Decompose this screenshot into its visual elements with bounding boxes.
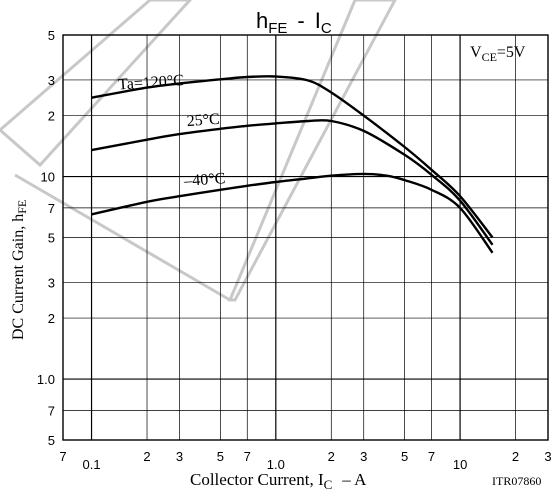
- figure-id: ITR07860: [492, 474, 541, 488]
- y-tick-label: 2: [48, 311, 55, 326]
- y-tick-labels: 5 7 1.0 2 3 5 7 10 2 3 5: [37, 28, 55, 448]
- x-tick-label: 3: [176, 449, 183, 464]
- annotation-ta-120c: Ta=120°C: [118, 72, 185, 94]
- y-tick-label: 5: [48, 433, 55, 448]
- y-tick-label: 2: [48, 109, 55, 124]
- x-tick-label: 7: [59, 449, 66, 464]
- y-tick-label: 5: [48, 231, 55, 246]
- y-tick-label: 5: [48, 28, 55, 43]
- chart-curves: [91, 75, 494, 254]
- x-tick-label: 3: [544, 449, 551, 464]
- test-condition-label: VCE=5V: [470, 44, 526, 64]
- x-tick-label: 2: [328, 449, 335, 464]
- curve-minus-40c: [91, 172, 494, 254]
- watermark-outline: [0, 0, 397, 302]
- chart-grid: [63, 35, 548, 440]
- y-tick-label: 3: [48, 275, 55, 290]
- x-tick-label: 1.0: [267, 457, 285, 472]
- x-tick-label: 10: [453, 457, 467, 472]
- curve-25c: [91, 118, 494, 246]
- x-tick-label: 2: [143, 449, 150, 464]
- x-tick-label: 0.1: [83, 457, 101, 472]
- x-axis-label: Collector Current, IC – A: [190, 470, 367, 492]
- x-tick-label: 5: [401, 449, 408, 464]
- y-tick-label: 7: [48, 201, 55, 216]
- curve-ta-120c: [91, 75, 494, 239]
- y-axis-label: DC Current Gain, hFE: [10, 200, 29, 340]
- y-tick-label: 1.0: [37, 372, 55, 387]
- curve-annotations: Ta=120°C25°C –40°C: [118, 72, 226, 190]
- y-tick-label: 7: [48, 403, 55, 418]
- y-tick-label: 10: [41, 170, 55, 185]
- annotation-25c: 25°C: [186, 111, 220, 130]
- chart-title: hFE - IC: [256, 8, 332, 37]
- watermark-shape: [0, 0, 397, 302]
- x-tick-label: 7: [244, 449, 251, 464]
- y-tick-label: 3: [48, 73, 55, 88]
- x-tick-labels: 7 0.1 2 3 5 7 1.0 2 3 5 7 10 2 3: [59, 449, 551, 472]
- x-tick-label: 7: [428, 449, 435, 464]
- x-tick-label: 5: [217, 449, 224, 464]
- plot-frame: [62, 34, 549, 441]
- x-tick-label: 2: [512, 449, 519, 464]
- annotation-minus-40c: –40°C: [183, 170, 226, 190]
- x-tick-label: 3: [360, 449, 367, 464]
